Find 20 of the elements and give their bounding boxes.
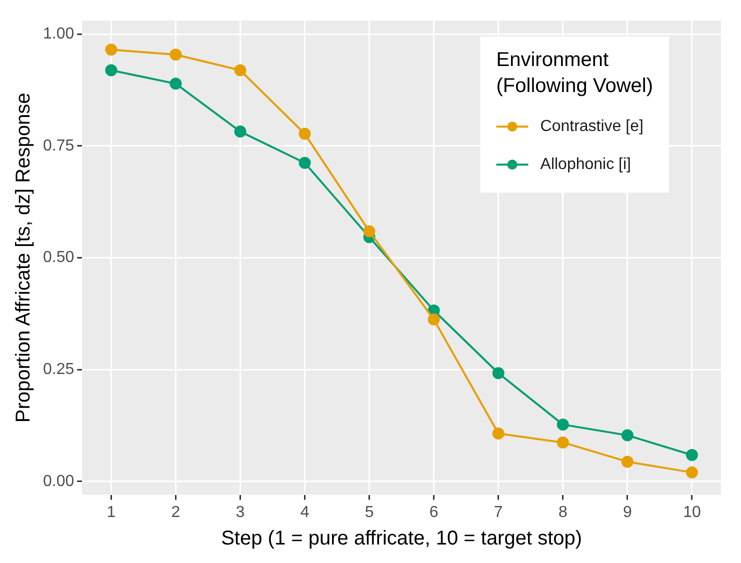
legend-title: Environment (Following Vowel) — [496, 49, 654, 98]
x-tick-label: 2 — [171, 504, 180, 521]
y-tick-label: 0.25 — [43, 360, 74, 378]
legend-label: Contrastive [e] — [540, 118, 644, 136]
x-tick-label: 7 — [494, 504, 503, 521]
x-tick-label: 4 — [300, 504, 310, 521]
x-tick-label: 8 — [558, 504, 568, 521]
x-tick-label: 6 — [429, 504, 438, 521]
x-tick-label: 9 — [622, 504, 632, 521]
x-axis-title: Step (1 = pure affricate, 10 = target stop) — [221, 528, 582, 550]
x-tick-label: 3 — [236, 504, 245, 521]
x-tick-label: 5 — [364, 504, 374, 521]
y-axis-title: Proportion Affricate [ts, dz] Response — [12, 92, 35, 423]
y-tick-label: 0.50 — [43, 249, 74, 266]
y-tick-label: 0.00 — [43, 472, 74, 490]
y-tick-label: 1.00 — [43, 25, 74, 42]
legend-label: Allophonic [i] — [540, 156, 631, 174]
x-tick-label: 10 — [683, 504, 701, 521]
y-tick-label: 0.75 — [43, 137, 74, 154]
x-tick-label: 1 — [106, 504, 116, 521]
